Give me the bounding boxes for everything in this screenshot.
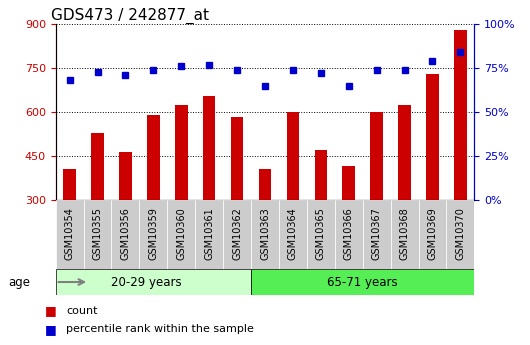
Bar: [391, 200, 419, 269]
Bar: [446, 200, 474, 269]
Bar: [56, 200, 84, 269]
Bar: [287, 112, 299, 200]
Bar: [195, 200, 223, 269]
Bar: [370, 112, 383, 200]
Text: GSM10370: GSM10370: [455, 207, 465, 260]
Text: GSM10361: GSM10361: [204, 207, 214, 260]
Text: GSM10369: GSM10369: [428, 207, 437, 260]
Bar: [84, 200, 111, 269]
Bar: [251, 269, 474, 295]
Bar: [175, 105, 188, 200]
Text: GSM10355: GSM10355: [93, 207, 102, 260]
Bar: [259, 169, 271, 200]
Bar: [91, 132, 104, 200]
Bar: [335, 200, 363, 269]
Bar: [203, 96, 216, 200]
Text: GSM10356: GSM10356: [120, 207, 130, 260]
Bar: [363, 200, 391, 269]
Bar: [119, 152, 132, 200]
Text: GSM10360: GSM10360: [176, 207, 186, 260]
Bar: [454, 30, 467, 200]
Bar: [167, 200, 195, 269]
Text: GSM10362: GSM10362: [232, 207, 242, 260]
Bar: [398, 105, 411, 200]
Text: GSM10363: GSM10363: [260, 207, 270, 260]
Text: ■: ■: [45, 323, 57, 336]
Text: ■: ■: [45, 304, 57, 317]
Text: 20-29 years: 20-29 years: [111, 276, 182, 288]
Text: percentile rank within the sample: percentile rank within the sample: [66, 325, 254, 334]
Bar: [111, 200, 139, 269]
Bar: [251, 200, 279, 269]
Text: GSM10359: GSM10359: [148, 207, 158, 260]
Bar: [231, 117, 243, 200]
Bar: [307, 200, 335, 269]
Text: GSM10364: GSM10364: [288, 207, 298, 260]
Text: GDS473 / 242877_at: GDS473 / 242877_at: [51, 8, 209, 24]
Text: GSM10365: GSM10365: [316, 207, 326, 260]
Bar: [342, 166, 355, 200]
Bar: [223, 200, 251, 269]
Bar: [56, 269, 251, 295]
Text: GSM10368: GSM10368: [400, 207, 410, 260]
Bar: [147, 115, 160, 200]
Bar: [426, 74, 439, 200]
Bar: [279, 200, 307, 269]
Text: age: age: [8, 276, 30, 288]
Text: count: count: [66, 306, 98, 315]
Bar: [139, 200, 167, 269]
Bar: [63, 169, 76, 200]
Text: 65-71 years: 65-71 years: [328, 276, 398, 288]
Text: GSM10354: GSM10354: [65, 207, 75, 260]
Text: GSM10366: GSM10366: [344, 207, 354, 260]
Bar: [314, 150, 327, 200]
Bar: [419, 200, 446, 269]
Text: GSM10367: GSM10367: [372, 207, 382, 260]
